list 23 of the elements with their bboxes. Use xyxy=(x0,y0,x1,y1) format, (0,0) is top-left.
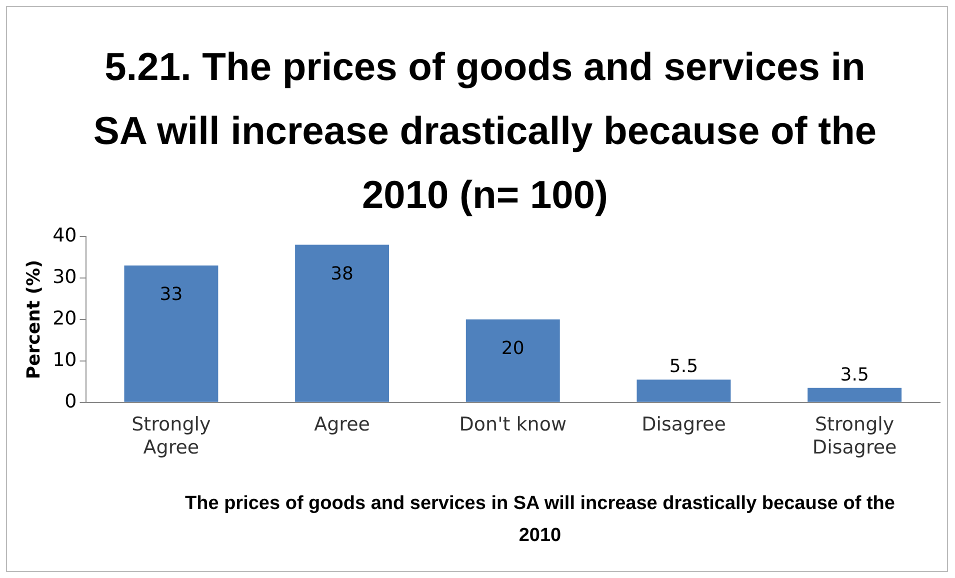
x-tick-label: Don't know xyxy=(459,414,566,436)
y-tick-label: 0 xyxy=(64,390,77,412)
bar xyxy=(636,380,731,402)
data-label: 20 xyxy=(501,338,524,360)
x-tick-label: Strongly Disagree xyxy=(812,414,897,459)
x-tick-label: Strongly Agree xyxy=(132,414,211,459)
y-tick-label: 40 xyxy=(52,224,77,246)
y-tick-label: 10 xyxy=(52,348,77,371)
data-label: 38 xyxy=(330,263,354,284)
data-label: 33 xyxy=(160,284,183,306)
y-tick-label: 20 xyxy=(52,307,77,330)
chart-title: 5.21. The prices of goods and services in SA will increase drastically because of the 2010 (n= 100) xyxy=(92,45,878,219)
data-label: 5.5 xyxy=(669,356,698,378)
y-tick-label: 30 xyxy=(52,266,77,288)
x-tick-label: Agree xyxy=(314,414,370,436)
bar xyxy=(466,319,560,402)
y-axis-title: Percent (%) xyxy=(23,260,44,380)
bar xyxy=(808,388,902,402)
data-label: 3.5 xyxy=(840,364,869,386)
bar xyxy=(295,244,390,402)
x-tick-label: Disagree xyxy=(642,414,726,436)
x-axis-title: The prices of goods and services in SA will increase drastically because of the 2010 xyxy=(184,492,896,548)
bar xyxy=(124,265,218,402)
